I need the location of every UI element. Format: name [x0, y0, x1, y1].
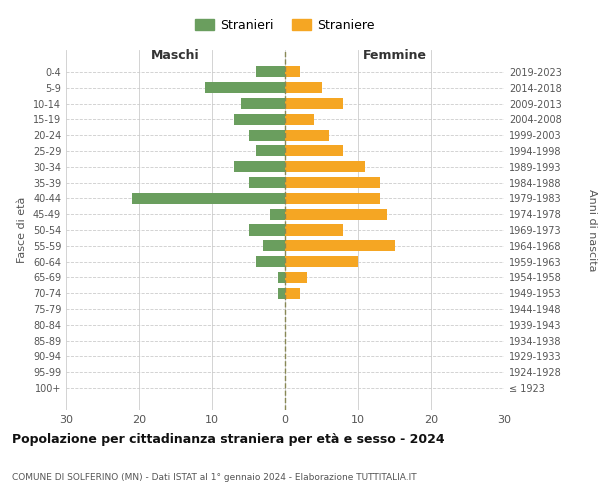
Bar — [285, 256, 358, 267]
Text: Popolazione per cittadinanza straniera per età e sesso - 2024: Popolazione per cittadinanza straniera p… — [12, 432, 445, 446]
Bar — [285, 193, 380, 204]
Bar — [285, 82, 322, 93]
Text: Maschi: Maschi — [151, 50, 200, 62]
Bar — [248, 130, 285, 140]
Bar — [248, 224, 285, 235]
Text: Anni di nascita: Anni di nascita — [587, 188, 597, 271]
Bar — [234, 114, 285, 125]
Bar — [285, 114, 314, 125]
Bar — [285, 240, 395, 252]
Bar — [234, 161, 285, 172]
Bar — [256, 256, 285, 267]
Bar — [256, 146, 285, 156]
Text: COMUNE DI SOLFERINO (MN) - Dati ISTAT al 1° gennaio 2024 - Elaborazione TUTTITAL: COMUNE DI SOLFERINO (MN) - Dati ISTAT al… — [12, 473, 416, 482]
Bar — [248, 177, 285, 188]
Bar — [285, 224, 343, 235]
Bar — [285, 98, 343, 109]
Bar — [263, 240, 285, 252]
Bar — [278, 272, 285, 283]
Bar — [271, 208, 285, 220]
Bar — [285, 161, 365, 172]
Bar — [285, 66, 299, 78]
Bar — [285, 288, 299, 299]
Legend: Stranieri, Straniere: Stranieri, Straniere — [191, 15, 379, 36]
Bar — [285, 130, 329, 140]
Y-axis label: Fasce di età: Fasce di età — [17, 197, 27, 263]
Bar — [285, 208, 387, 220]
Bar — [241, 98, 285, 109]
Text: Femmine: Femmine — [362, 50, 427, 62]
Bar — [285, 272, 307, 283]
Bar — [285, 177, 380, 188]
Bar — [285, 146, 343, 156]
Bar — [132, 193, 285, 204]
Bar — [256, 66, 285, 78]
Bar — [278, 288, 285, 299]
Bar — [205, 82, 285, 93]
